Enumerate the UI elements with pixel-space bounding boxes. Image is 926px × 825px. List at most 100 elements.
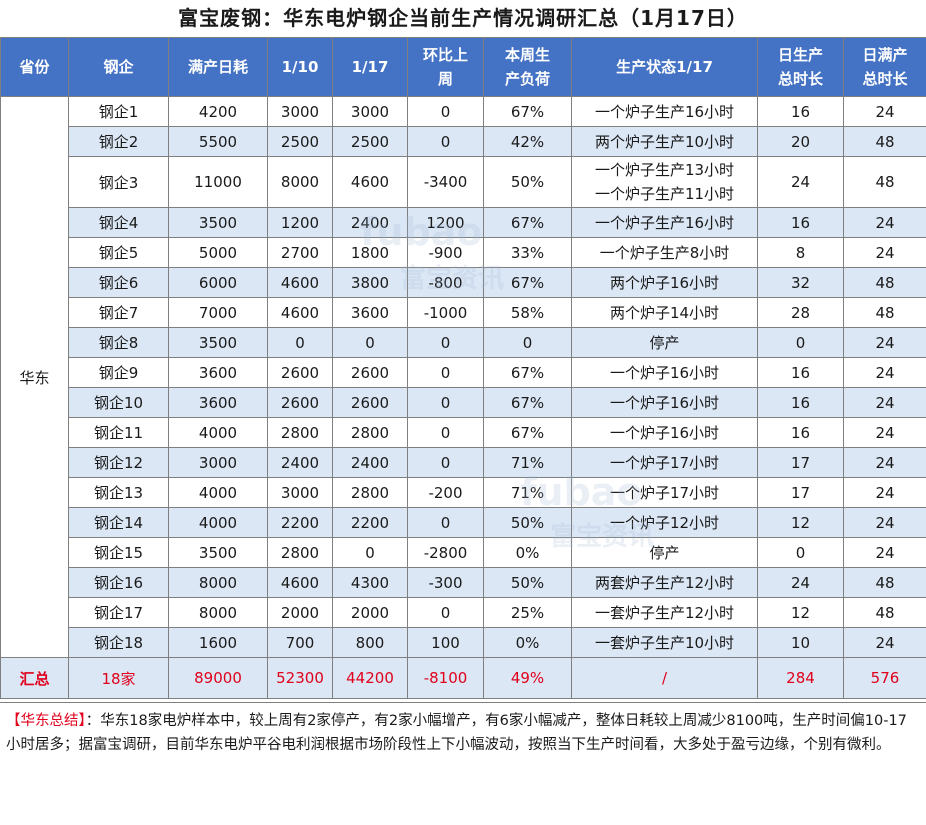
summary-text: ：华东18家电炉样本中，较上周有2家停产，有2家小幅增产，有6家小幅减产，整体日… <box>6 713 907 753</box>
date-0110-cell: 2800 <box>268 418 333 448</box>
daily-hours-cell: 32 <box>758 268 844 298</box>
total-full-daily: 89000 <box>169 658 268 699</box>
date-0117-cell: 3000 <box>333 97 408 127</box>
date-0110-cell: 2200 <box>268 508 333 538</box>
full-daily-cell: 4200 <box>169 97 268 127</box>
full-hours-cell: 24 <box>844 97 926 127</box>
full-daily-cell: 6000 <box>169 268 268 298</box>
load-cell: 25% <box>484 598 572 628</box>
load-cell: 67% <box>484 268 572 298</box>
full-hours-cell: 48 <box>844 568 926 598</box>
header-date-0117: 1/17 <box>333 38 408 97</box>
daily-hours-cell: 16 <box>758 418 844 448</box>
date-0110-cell: 2600 <box>268 388 333 418</box>
date-0110-cell: 4600 <box>268 268 333 298</box>
wow-cell: 0 <box>408 418 484 448</box>
wow-cell: -2800 <box>408 538 484 568</box>
status-cell: 一个炉子17小时 <box>572 478 758 508</box>
status-cell: 停产 <box>572 328 758 358</box>
date-0117-cell: 2800 <box>333 418 408 448</box>
mill-cell: 钢企6 <box>69 268 169 298</box>
header-full-daily: 满产日耗 <box>169 38 268 97</box>
date-0117-cell: 0 <box>333 538 408 568</box>
wow-cell: -3400 <box>408 157 484 208</box>
full-hours-cell: 48 <box>844 268 926 298</box>
load-cell: 33% <box>484 238 572 268</box>
table-header-row: 省份 钢企 满产日耗 1/10 1/17 环比上周 本周生产负荷 生产状态1/1… <box>1 38 926 97</box>
mill-cell: 钢企18 <box>69 628 169 658</box>
mill-cell: 钢企1 <box>69 97 169 127</box>
header-mill: 钢企 <box>69 38 169 97</box>
status-cell: 一个炉子16小时 <box>572 358 758 388</box>
wow-cell: -1000 <box>408 298 484 328</box>
date-0117-cell: 4600 <box>333 157 408 208</box>
load-cell: 0% <box>484 538 572 568</box>
date-0117-cell: 0 <box>333 328 408 358</box>
total-daily-hours: 284 <box>758 658 844 699</box>
wow-cell: 1200 <box>408 208 484 238</box>
date-0110-cell: 2700 <box>268 238 333 268</box>
mill-cell: 钢企16 <box>69 568 169 598</box>
mill-cell: 钢企10 <box>69 388 169 418</box>
mill-cell: 钢企4 <box>69 208 169 238</box>
mill-cell: 钢企8 <box>69 328 169 358</box>
status-cell: 一个炉子16小时 <box>572 388 758 418</box>
province-cell: 华东 <box>1 97 69 658</box>
load-cell: 42% <box>484 127 572 157</box>
status-cell: 一个炉子17小时 <box>572 448 758 478</box>
status-cell: 一个炉子生产16小时 <box>572 97 758 127</box>
wow-cell: -300 <box>408 568 484 598</box>
date-0117-cell: 3600 <box>333 298 408 328</box>
wow-cell: 0 <box>408 358 484 388</box>
wow-cell: -800 <box>408 268 484 298</box>
mill-cell: 钢企3 <box>69 157 169 208</box>
date-0110-cell: 3000 <box>268 97 333 127</box>
date-0117-cell: 2200 <box>333 508 408 538</box>
mill-cell: 钢企17 <box>69 598 169 628</box>
full-daily-cell: 3500 <box>169 208 268 238</box>
full-hours-cell: 24 <box>844 358 926 388</box>
summary-label: 【华东总结】 <box>6 713 86 729</box>
daily-hours-cell: 0 <box>758 328 844 358</box>
total-status: / <box>572 658 758 699</box>
page-title: 富宝废钢：华东电炉钢企当前生产情况调研汇总（1月17日） <box>0 0 926 38</box>
date-0110-cell: 2800 <box>268 538 333 568</box>
daily-hours-cell: 12 <box>758 508 844 538</box>
wow-cell: -200 <box>408 478 484 508</box>
full-hours-cell: 24 <box>844 238 926 268</box>
mill-cell: 钢企15 <box>69 538 169 568</box>
total-date-0117: 44200 <box>333 658 408 699</box>
header-province: 省份 <box>1 38 69 97</box>
date-0117-cell: 1800 <box>333 238 408 268</box>
full-daily-cell: 5000 <box>169 238 268 268</box>
date-0117-cell: 4300 <box>333 568 408 598</box>
load-cell: 71% <box>484 478 572 508</box>
production-table: 省份 钢企 满产日耗 1/10 1/17 环比上周 本周生产负荷 生产状态1/1… <box>0 37 926 699</box>
wow-cell: 0 <box>408 97 484 127</box>
date-0117-cell: 2800 <box>333 478 408 508</box>
full-hours-cell: 48 <box>844 127 926 157</box>
daily-hours-cell: 24 <box>758 568 844 598</box>
date-0110-cell: 2500 <box>268 127 333 157</box>
full-daily-cell: 3500 <box>169 538 268 568</box>
full-daily-cell: 8000 <box>169 568 268 598</box>
status-cell: 一套炉子生产10小时 <box>572 628 758 658</box>
status-cell: 停产 <box>572 538 758 568</box>
mill-cell: 钢企12 <box>69 448 169 478</box>
wow-cell: 0 <box>408 388 484 418</box>
full-daily-cell: 7000 <box>169 298 268 328</box>
date-0117-cell: 2600 <box>333 388 408 418</box>
daily-hours-cell: 12 <box>758 598 844 628</box>
status-cell: 一个炉子16小时 <box>572 418 758 448</box>
load-cell: 58% <box>484 298 572 328</box>
wow-cell: 0 <box>408 127 484 157</box>
